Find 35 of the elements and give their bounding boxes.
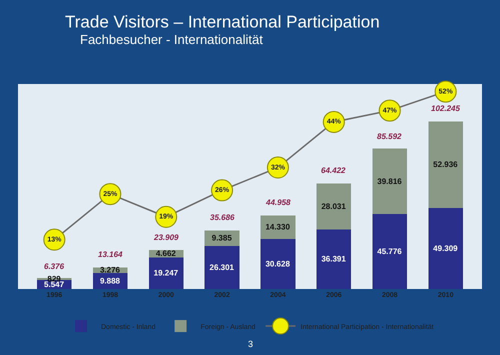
data-label: 3.276 — [100, 266, 121, 275]
bar — [316, 183, 352, 230]
bar — [148, 257, 184, 289]
total-label: 64.422 — [321, 166, 346, 175]
data-label: 49.309 — [433, 244, 458, 254]
data-label: 39.816 — [377, 176, 402, 186]
text: 3 — [248, 339, 254, 349]
chart-subtitle: Fachbesucher - Internationalität — [80, 32, 264, 47]
total-label: 85.592 — [377, 132, 402, 141]
data-label: 14.330 — [265, 222, 290, 232]
bar — [428, 208, 464, 289]
bar — [428, 121, 464, 208]
total-label: 13.164 — [98, 250, 124, 259]
data-label: 9.888 — [100, 276, 121, 286]
data-label: 28.031 — [321, 202, 346, 211]
total-label: 44.958 — [265, 198, 292, 207]
data-label: 4.662 — [156, 249, 176, 258]
bar — [204, 246, 240, 289]
total-label: 6.376 — [44, 262, 65, 271]
data-label: 45.776 — [377, 246, 402, 256]
bar — [372, 214, 408, 289]
bar — [316, 229, 352, 289]
data-label: 36.391 — [321, 254, 346, 264]
data-label: 19.247 — [154, 268, 179, 278]
data-label: 52.936 — [433, 160, 458, 170]
bar — [260, 215, 296, 239]
bar — [372, 148, 408, 214]
bar — [260, 238, 296, 289]
total-label: 35.686 — [210, 213, 236, 222]
data-label: 9.385 — [212, 234, 232, 243]
total-label: 102.245 — [431, 104, 460, 113]
total-label: 23.909 — [153, 233, 180, 242]
data-label: 26.301 — [210, 262, 235, 272]
chart-title: Trade Visitors – International Participation — [65, 12, 380, 32]
data-label: 30.628 — [265, 259, 290, 268]
